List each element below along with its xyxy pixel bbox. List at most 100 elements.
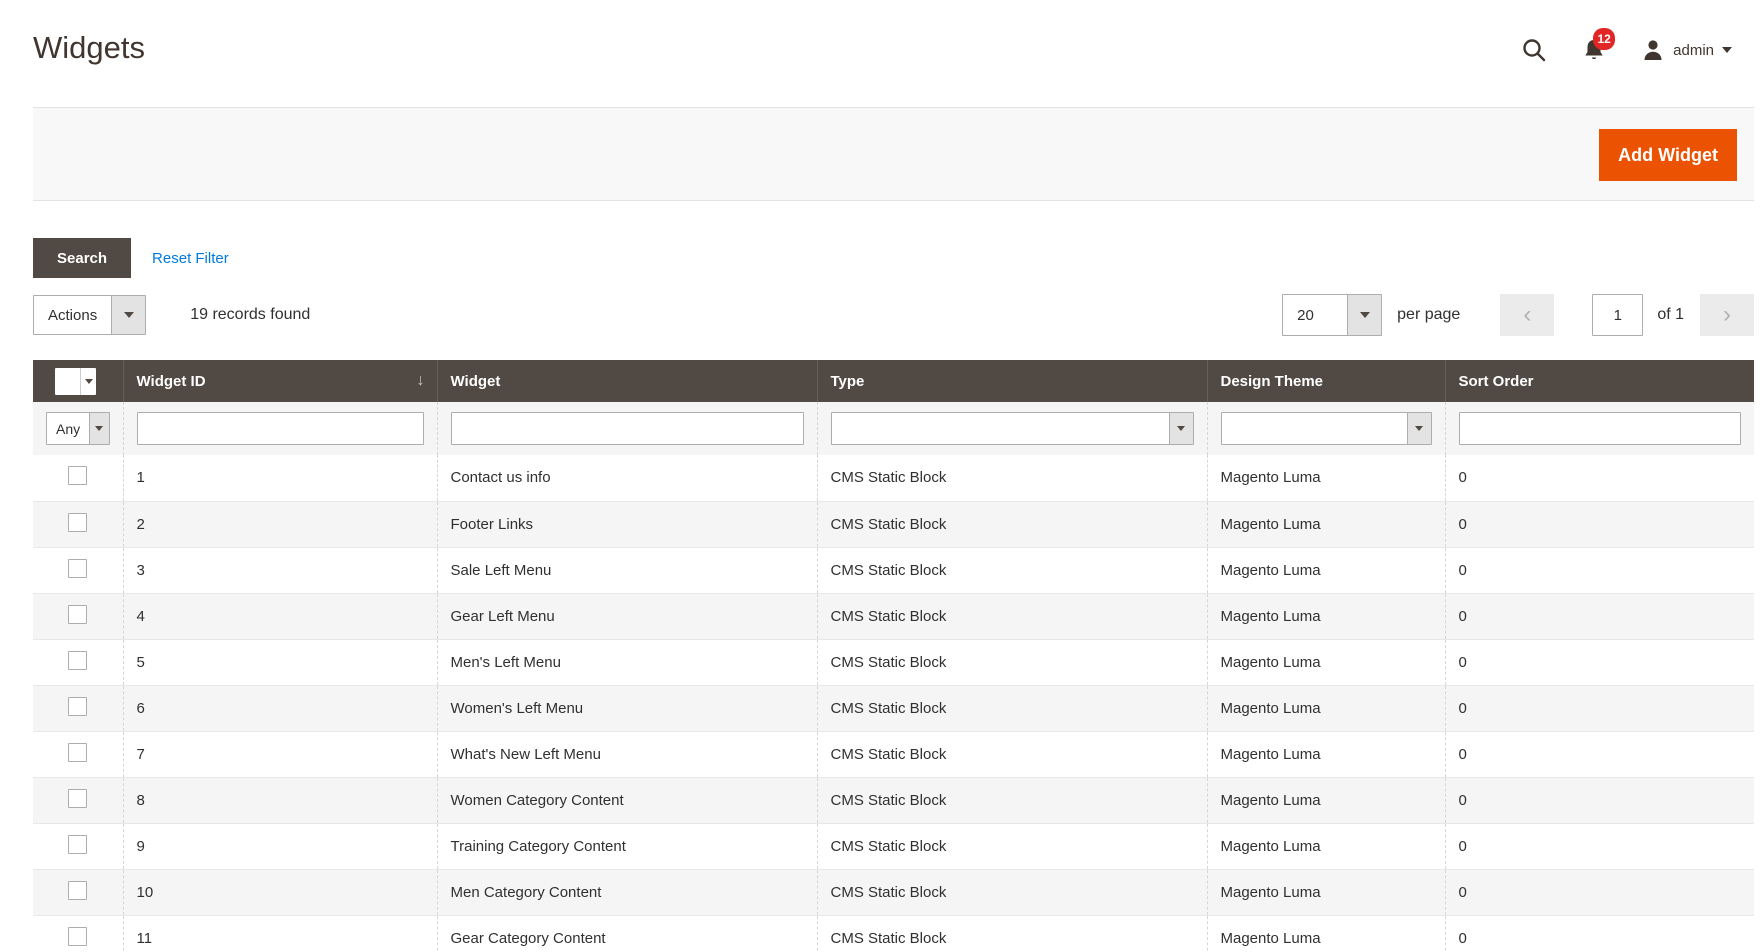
- massaction-any-value: Any: [56, 420, 81, 437]
- column-header-widget[interactable]: Widget: [436, 360, 817, 402]
- cell-widget-id: 3: [122, 546, 437, 593]
- cell-sort-order: 0: [1444, 500, 1754, 547]
- column-header-design-theme[interactable]: Design Theme: [1206, 360, 1445, 402]
- notifications-bell-icon[interactable]: 12: [1581, 28, 1616, 63]
- records-found-text: 19 records found: [190, 306, 311, 323]
- cell-type: CMS Static Block: [816, 776, 1207, 823]
- cell-type: CMS Static Block: [816, 730, 1207, 777]
- cell-sort-order: 0: [1444, 684, 1754, 731]
- row-checkbox[interactable]: [68, 466, 88, 486]
- cell-widget-id: 8: [122, 776, 437, 823]
- cell-widget: Men's Left Menu: [436, 638, 817, 685]
- cell-widget: Training Category Content: [436, 822, 817, 869]
- cell-sort-order: 0: [1444, 776, 1754, 823]
- table-row[interactable]: 5 Men's Left Menu CMS Static Block Magen…: [33, 638, 1754, 685]
- widget-filter-input[interactable]: [450, 412, 804, 445]
- massaction-any-select[interactable]: Any: [46, 412, 110, 445]
- previous-page-button[interactable]: ‹: [1500, 294, 1555, 336]
- select-all-checkbox[interactable]: [55, 368, 80, 395]
- cell-design-theme: Magento Luma: [1206, 684, 1445, 731]
- row-checkbox[interactable]: [68, 512, 88, 532]
- table-row[interactable]: 2 Footer Links CMS Static Block Magento …: [33, 500, 1754, 547]
- row-checkbox[interactable]: [68, 742, 88, 762]
- next-page-button[interactable]: ›: [1700, 294, 1754, 336]
- search-icon[interactable]: [1521, 37, 1547, 63]
- cell-type: CMS Static Block: [816, 822, 1207, 869]
- cell-sort-order: 0: [1444, 730, 1754, 777]
- cell-widget-id: 10: [122, 868, 437, 915]
- row-checkbox[interactable]: [68, 926, 88, 946]
- grid-search-controls: Search Reset Filter: [33, 238, 229, 278]
- cell-widget: Contact us info: [436, 455, 817, 501]
- design-theme-filter-select[interactable]: [1220, 412, 1432, 445]
- cell-widget-id: 6: [122, 684, 437, 731]
- search-button[interactable]: Search: [33, 238, 132, 278]
- actions-select-value: Actions: [48, 306, 98, 324]
- column-header-widget-id[interactable]: Widget ID ↓: [122, 360, 437, 402]
- row-checkbox[interactable]: [68, 788, 88, 808]
- cell-type: CMS Static Block: [816, 684, 1207, 731]
- table-row[interactable]: 9 Training Category Content CMS Static B…: [33, 822, 1754, 869]
- table-row[interactable]: 4 Gear Left Menu CMS Static Block Magent…: [33, 592, 1754, 639]
- column-header-type[interactable]: Type: [816, 360, 1207, 402]
- cell-sort-order: 0: [1444, 455, 1754, 501]
- add-widget-button[interactable]: Add Widget: [1599, 129, 1737, 181]
- admin-user-menu[interactable]: admin: [1641, 38, 1732, 62]
- table-row[interactable]: 8 Women Category Content CMS Static Bloc…: [33, 776, 1754, 823]
- table-row[interactable]: 11 Gear Category Content CMS Static Bloc…: [33, 914, 1754, 952]
- chevron-down-icon: [80, 367, 96, 395]
- cell-design-theme: Magento Luma: [1206, 638, 1445, 685]
- cell-type: CMS Static Block: [816, 868, 1207, 915]
- table-row[interactable]: 7 What's New Left Menu CMS Static Block …: [33, 730, 1754, 777]
- cell-design-theme: Magento Luma: [1206, 592, 1445, 639]
- cell-widget-id: 11: [122, 914, 437, 952]
- row-checkbox[interactable]: [68, 650, 88, 670]
- cell-widget: Women Category Content: [436, 776, 817, 823]
- chevron-down-icon: [1406, 413, 1431, 444]
- type-filter-select[interactable]: [830, 412, 1194, 445]
- actions-select[interactable]: Actions: [33, 295, 147, 335]
- cell-design-theme: Magento Luma: [1206, 822, 1445, 869]
- admin-header-tools: 12 admin: [1521, 28, 1732, 70]
- chevron-down-icon: [111, 296, 146, 334]
- row-checkbox[interactable]: [68, 696, 88, 716]
- reset-filter-link[interactable]: Reset Filter: [152, 249, 229, 267]
- table-row[interactable]: 1 Contact us info CMS Static Block Magen…: [33, 455, 1754, 501]
- row-checkbox[interactable]: [68, 604, 88, 624]
- cell-widget-id: 5: [122, 638, 437, 685]
- per-page-label: per page: [1397, 306, 1461, 323]
- page-of-label: of 1: [1657, 306, 1684, 323]
- per-page-select[interactable]: 20: [1282, 294, 1383, 336]
- cell-design-theme: Magento Luma: [1206, 914, 1445, 952]
- cell-design-theme: Magento Luma: [1206, 730, 1445, 777]
- cell-widget-id: 4: [122, 592, 437, 639]
- cell-design-theme: Magento Luma: [1206, 500, 1445, 547]
- cell-type: CMS Static Block: [816, 592, 1207, 639]
- cell-type: CMS Static Block: [816, 455, 1207, 501]
- grid-body: 1 Contact us info CMS Static Block Magen…: [33, 455, 1754, 952]
- row-checkbox[interactable]: [68, 558, 88, 578]
- table-row[interactable]: 6 Women's Left Menu CMS Static Block Mag…: [33, 684, 1754, 731]
- cell-type: CMS Static Block: [816, 914, 1207, 952]
- grid-toolbar: Actions 19 records found 20 per page ‹ o…: [33, 294, 1754, 336]
- chevron-down-icon: [1168, 413, 1193, 444]
- cell-widget-id: 2: [122, 500, 437, 547]
- cell-sort-order: 0: [1444, 822, 1754, 869]
- chevron-down-icon: [89, 413, 109, 444]
- row-checkbox[interactable]: [68, 834, 88, 854]
- cell-sort-order: 0: [1444, 638, 1754, 685]
- cell-widget-id: 1: [122, 455, 437, 501]
- row-checkbox[interactable]: [68, 880, 88, 900]
- cell-type: CMS Static Block: [816, 546, 1207, 593]
- widgets-grid: Widget ID ↓ Widget Type Design Theme Sor…: [33, 360, 1754, 952]
- table-row[interactable]: 10 Men Category Content CMS Static Block…: [33, 868, 1754, 915]
- column-header-sort-order[interactable]: Sort Order: [1444, 360, 1754, 402]
- cell-widget: Men Category Content: [436, 868, 817, 915]
- select-all-dropdown[interactable]: [55, 367, 96, 395]
- table-row[interactable]: 3 Sale Left Menu CMS Static Block Magent…: [33, 546, 1754, 593]
- widget-id-filter-input[interactable]: [136, 412, 424, 445]
- cell-widget: Footer Links: [436, 500, 817, 547]
- page-actions-band: Add Widget: [33, 107, 1754, 201]
- page-number-input[interactable]: [1592, 294, 1644, 336]
- sort-order-filter-input[interactable]: [1458, 412, 1741, 445]
